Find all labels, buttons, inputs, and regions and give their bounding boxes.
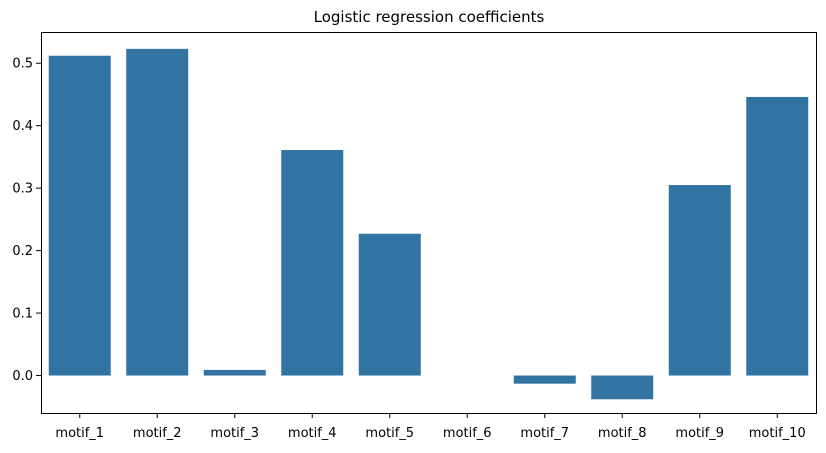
bar-motif_9	[668, 185, 731, 376]
x-tick-label: motif_6	[443, 426, 492, 441]
y-tick-label: 0.0	[12, 369, 33, 384]
plot-frame	[41, 32, 817, 414]
chart-title: Logistic regression coefficients	[314, 8, 545, 26]
y-tick-label: 0.4	[12, 119, 33, 134]
x-tick-label: motif_4	[288, 426, 337, 441]
x-tick-label: motif_1	[55, 426, 104, 441]
bar-motif_5	[358, 233, 421, 376]
bar-motif_1	[48, 55, 111, 376]
x-tick-label: motif_5	[365, 426, 414, 441]
bar-motif_10	[746, 96, 809, 376]
x-tick-label: motif_8	[598, 426, 647, 441]
x-axis: motif_1 motif_2 motif_3 motif_4 motif_5 motif…	[55, 413, 806, 441]
y-tick-label: 0.2	[12, 244, 33, 259]
bar-motif_8	[591, 375, 654, 400]
x-tick-label: motif_10	[749, 426, 806, 441]
bar-motif_4	[281, 150, 344, 376]
bar-motif_7	[513, 375, 576, 384]
y-tick-label: 0.1	[12, 307, 33, 322]
bar-motif_3	[203, 369, 266, 376]
x-tick-label: motif_2	[133, 426, 182, 441]
x-tick-label: motif_7	[520, 426, 569, 441]
x-tick-label: motif_9	[675, 426, 724, 441]
y-tick-label: 0.5	[12, 57, 33, 72]
bars-layer	[48, 48, 809, 400]
y-axis: 0.0 0.1 0.2 0.3 0.4 0.5	[12, 57, 41, 384]
x-tick-label: motif_3	[210, 426, 259, 441]
y-tick-label: 0.3	[12, 182, 33, 197]
bar-motif_2	[126, 48, 189, 376]
